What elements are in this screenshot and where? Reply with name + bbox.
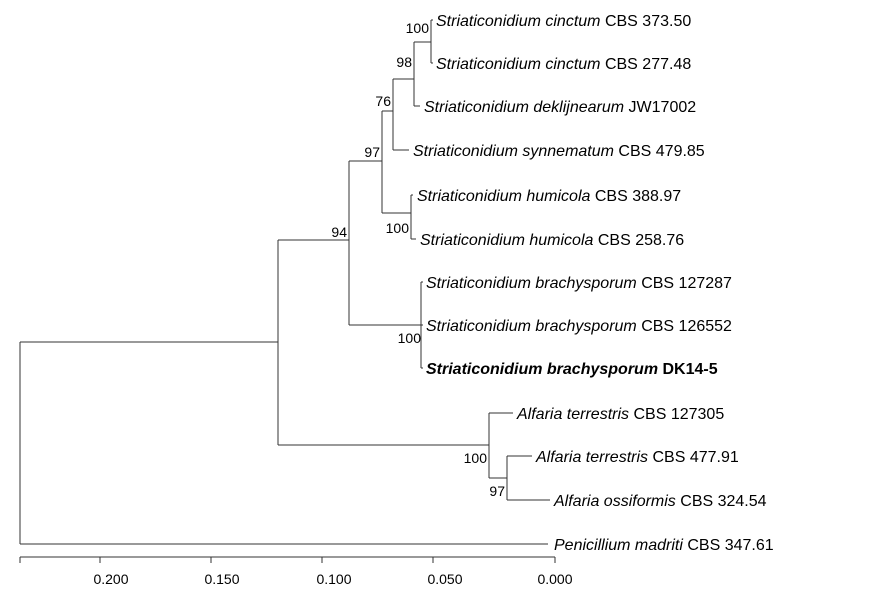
axis-tick-label: 0.000 bbox=[537, 571, 572, 587]
axis-tick-label: 0.050 bbox=[427, 571, 462, 587]
support-value: 76 bbox=[375, 93, 391, 109]
axis-tick-label: 0.200 bbox=[93, 571, 128, 587]
taxon-label: Alfaria terrestris CBS 127305 bbox=[516, 406, 724, 423]
support-value: 100 bbox=[398, 330, 422, 346]
support-value: 100 bbox=[386, 220, 410, 236]
taxon-label: Alfaria ossiformis CBS 324.54 bbox=[553, 493, 767, 510]
support-value: 97 bbox=[364, 144, 380, 160]
taxon-label: Penicillium madriti CBS 347.61 bbox=[554, 537, 774, 554]
taxon-label: Striaticonidium humicola CBS 258.76 bbox=[420, 232, 684, 249]
taxon-label: Striaticonidium cinctum CBS 277.48 bbox=[436, 56, 691, 73]
support-value: 98 bbox=[396, 54, 412, 70]
support-value: 100 bbox=[464, 450, 488, 466]
support-value: 97 bbox=[489, 483, 505, 499]
taxon-labels: Striaticonidium cinctum CBS 373.50 Stria… bbox=[413, 13, 774, 554]
support-value: 100 bbox=[406, 20, 430, 36]
taxon-label: Striaticonidium synnematum CBS 479.85 bbox=[413, 143, 705, 160]
support-values: 100 98 76 97 100 94 100 100 97 bbox=[331, 20, 505, 499]
support-value: 94 bbox=[331, 224, 347, 240]
axis-tick-label: 0.100 bbox=[316, 571, 351, 587]
taxon-label-highlighted: Striaticonidium brachysporum DK14-5 bbox=[426, 361, 718, 378]
scale-axis: 0.200 0.150 0.100 0.050 0.000 bbox=[19, 556, 573, 587]
taxon-label: Striaticonidium deklijnearum JW17002 bbox=[424, 99, 696, 116]
axis-tick-label: 0.150 bbox=[204, 571, 239, 587]
tree-branches bbox=[19, 19, 550, 545]
taxon-label: Alfaria terrestris CBS 477.91 bbox=[535, 449, 739, 466]
taxon-label: Striaticonidium humicola CBS 388.97 bbox=[417, 188, 681, 205]
taxon-label: Striaticonidium brachysporum CBS 127287 bbox=[426, 275, 732, 292]
taxon-label: Striaticonidium brachysporum CBS 126552 bbox=[426, 318, 732, 335]
taxon-label: Striaticonidium cinctum CBS 373.50 bbox=[436, 13, 691, 30]
